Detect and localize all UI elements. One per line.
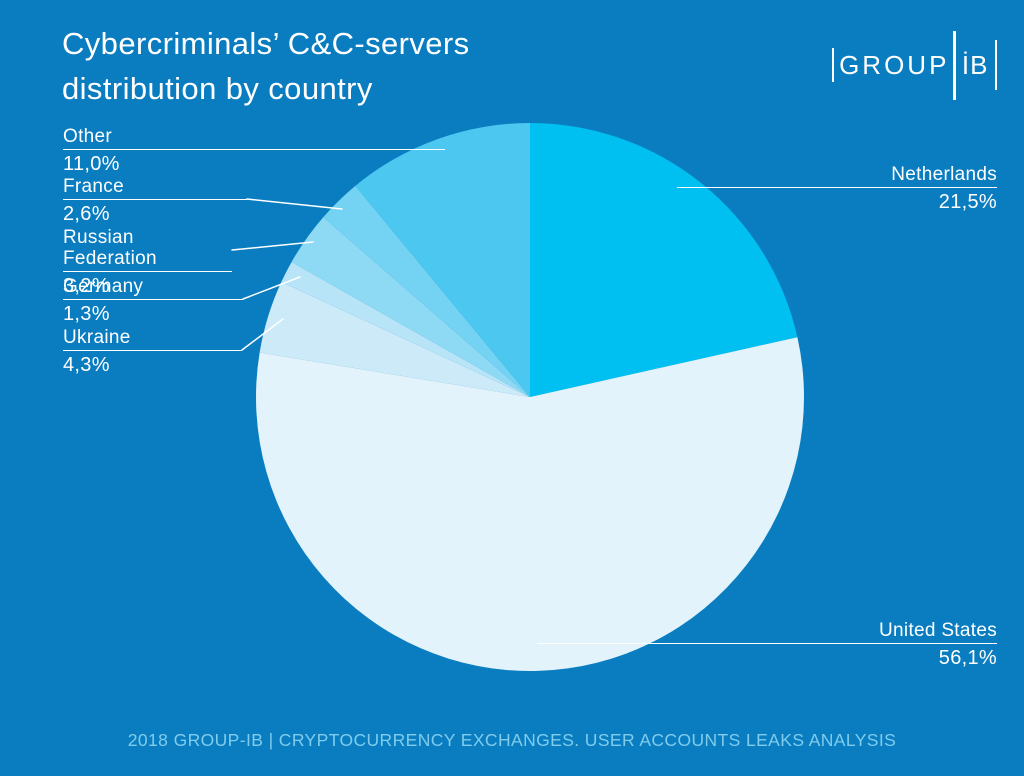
logo-bar-left-icon (831, 48, 835, 82)
pie-slice-france (323, 185, 530, 397)
footer-caption: 2018 GROUP-IB | CRYPTOCURRENCY EXCHANGES… (127, 730, 897, 750)
pie-slice-other (355, 123, 530, 397)
title-line-2: distribution by country (62, 71, 373, 106)
label-ukraine-name: Ukraine (63, 327, 242, 351)
leader-lines (231, 198, 343, 351)
label-russian-federation: Russian Federation 3,2% (63, 227, 232, 297)
label-united-states: United States 56,1% (537, 620, 997, 669)
logo-text-ib: İB (961, 50, 989, 80)
label-germany: Germany 1,3% (63, 276, 243, 325)
pie-slice-germany (281, 261, 530, 397)
label-united-states-value: 56,1% (938, 647, 997, 669)
label-united-states-name: United States (537, 620, 997, 644)
label-russian-federation-name: Russian Federation (63, 227, 232, 272)
label-netherlands: Netherlands 21,5% (677, 164, 997, 213)
pie-slice-russian-federation (291, 217, 530, 397)
pie-slice-united-states (256, 337, 805, 672)
leader-line-germany (242, 276, 301, 300)
label-other-value: 11,0% (63, 153, 120, 175)
label-france: France 2,6% (63, 176, 247, 225)
label-other-name: Other (63, 126, 445, 150)
label-other: Other 11,0% (63, 126, 445, 175)
label-netherlands-value: 21,5% (938, 191, 997, 213)
pie-slices (256, 123, 805, 672)
label-france-value: 2,6% (63, 203, 110, 225)
leader-line-russian-federation (231, 241, 314, 251)
label-ukraine: Ukraine 4,3% (63, 327, 242, 376)
logo-bar-middle-icon (953, 30, 956, 100)
groupib-logo: GROUP İB (831, 28, 997, 102)
pie-slice-netherlands (530, 123, 798, 397)
label-ukraine-value: 4,3% (63, 354, 110, 376)
label-france-name: France (63, 176, 247, 200)
label-germany-value: 1,3% (63, 303, 110, 325)
pie-slice-ukraine (259, 281, 530, 397)
leader-line-ukraine (241, 318, 284, 351)
leader-line-france (246, 198, 343, 210)
logo-text-group: GROUP (839, 50, 950, 80)
label-russian-federation-value: 3,2% (63, 275, 110, 297)
logo-bar-right-icon (994, 40, 997, 90)
label-netherlands-name: Netherlands (677, 164, 997, 188)
title-line-1: Cybercriminals’ C&C-servers (62, 26, 470, 61)
label-germany-name: Germany (63, 276, 243, 300)
page-title: Cybercriminals’ C&C-servers distribution… (62, 21, 470, 111)
